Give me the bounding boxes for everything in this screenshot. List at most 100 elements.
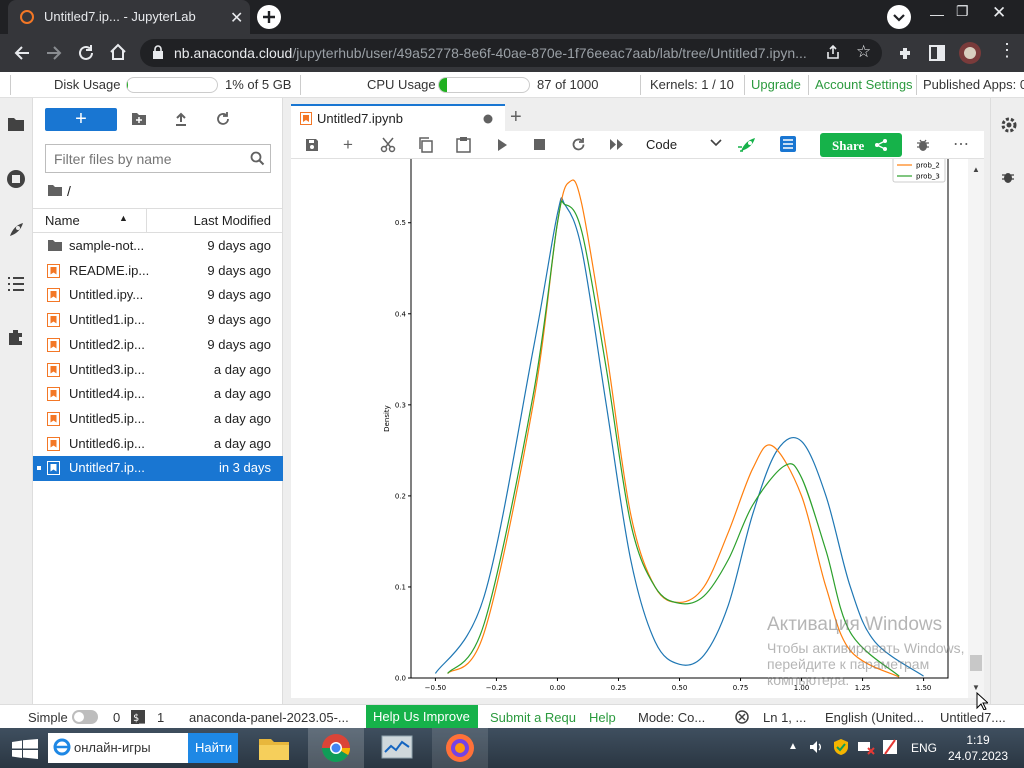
account-settings-link[interactable]: Account Settings bbox=[815, 77, 913, 92]
cell-type-select[interactable]: Code bbox=[646, 137, 678, 152]
windows-start-icon[interactable] bbox=[12, 739, 38, 759]
table-of-contents-icon[interactable] bbox=[7, 276, 25, 292]
restore-icon[interactable]: ❐ bbox=[956, 3, 969, 19]
filter-files-input[interactable] bbox=[46, 145, 236, 172]
more-options-icon[interactable]: ⋯ bbox=[953, 136, 969, 153]
file-row[interactable]: Untitled5.ip... a day ago bbox=[33, 407, 283, 432]
submit-request-link[interactable]: Submit a Requ bbox=[490, 710, 576, 725]
security-tray-icon[interactable] bbox=[832, 738, 850, 756]
terminal-icon[interactable]: $_ bbox=[131, 710, 145, 724]
notebook-icon bbox=[47, 313, 60, 328]
stop-icon[interactable] bbox=[534, 139, 545, 150]
file-row[interactable]: Untitled6.ip... a day ago bbox=[33, 432, 283, 457]
mode-indicator[interactable]: Mode: Co... bbox=[638, 710, 706, 725]
x-tick-label: 0.50 bbox=[672, 684, 688, 692]
cursor-position[interactable]: Ln 1, ... bbox=[763, 710, 807, 725]
file-row[interactable]: README.ip... 9 days ago bbox=[33, 259, 283, 284]
run-icon[interactable] bbox=[496, 138, 508, 152]
file-explorer-icon[interactable] bbox=[257, 734, 291, 762]
simple-mode-toggle[interactable] bbox=[72, 710, 98, 724]
profile-avatar[interactable] bbox=[958, 41, 982, 65]
input-language[interactable]: ENG bbox=[911, 741, 938, 755]
extensions-icon[interactable] bbox=[897, 44, 915, 62]
y-tick-label: 0.1 bbox=[395, 583, 406, 591]
address-bar[interactable]: nb.anaconda.cloud/jupyterhub/user/49a527… bbox=[140, 39, 882, 67]
copy-icon[interactable] bbox=[418, 137, 433, 153]
taskbar-search-button[interactable]: Найти bbox=[188, 733, 238, 763]
save-icon[interactable] bbox=[305, 138, 319, 152]
scroll-up-icon[interactable]: ▲ bbox=[972, 165, 980, 174]
tray-expand-icon[interactable]: ▲ bbox=[788, 741, 798, 752]
file-row[interactable]: sample-not... 9 days ago bbox=[33, 234, 283, 259]
help-link[interactable]: Help bbox=[589, 710, 616, 725]
close-window-icon[interactable]: ✕ bbox=[992, 3, 1007, 22]
share-page-icon[interactable] bbox=[825, 44, 841, 60]
scrollbar-thumb[interactable] bbox=[970, 655, 982, 671]
debugger-bug-icon[interactable] bbox=[916, 137, 930, 152]
running-kernels-icon[interactable] bbox=[6, 169, 26, 189]
kernel-name[interactable]: anaconda-panel-2023.05-... bbox=[189, 710, 349, 725]
close-tab-icon[interactable]: ✕ bbox=[230, 10, 244, 27]
file-row[interactable]: Untitled1.ip... 9 days ago bbox=[33, 308, 283, 333]
taskbar-chrome-button[interactable] bbox=[308, 728, 364, 768]
simple-mode-label: Simple bbox=[28, 710, 68, 725]
restart-icon[interactable] bbox=[571, 137, 586, 152]
language-indicator[interactable]: English (United... bbox=[825, 710, 924, 725]
back-icon[interactable] bbox=[12, 43, 32, 63]
notification-tray-icon[interactable] bbox=[881, 738, 899, 756]
file-row[interactable]: Untitled2.ip... 9 days ago bbox=[33, 333, 283, 358]
paste-icon[interactable] bbox=[456, 136, 471, 153]
side-panel-icon[interactable] bbox=[928, 44, 946, 62]
new-launcher-button[interactable]: + bbox=[45, 108, 117, 131]
table-settings-icon[interactable] bbox=[780, 136, 796, 152]
unsaved-dot-icon[interactable] bbox=[483, 114, 493, 124]
file-row[interactable]: Untitled4.ip... a day ago bbox=[33, 382, 283, 407]
extensions-puzzle-icon[interactable] bbox=[6, 327, 26, 347]
share-button[interactable]: Share bbox=[820, 133, 902, 157]
file-list-header: Name ▲ Last Modified bbox=[33, 208, 283, 233]
new-tab-button[interactable] bbox=[256, 4, 282, 30]
file-row[interactable]: Untitled3.ip... a day ago bbox=[33, 358, 283, 383]
file-modified: 9 days ago bbox=[207, 287, 271, 303]
home-icon[interactable] bbox=[108, 42, 128, 62]
help-improve-button[interactable]: Help Us Improve bbox=[366, 705, 478, 728]
browser-tab[interactable]: Untitled7.ip... - JupyterLab ✕ bbox=[8, 0, 250, 34]
status-bar: Simple 0 $_ 1 anaconda-panel-2023.05-...… bbox=[0, 704, 1024, 728]
scroll-down-icon[interactable]: ▼ bbox=[972, 683, 980, 692]
last-modified-column-header[interactable]: Last Modified bbox=[193, 213, 271, 228]
rocket-deploy-icon[interactable] bbox=[737, 135, 759, 155]
file-row[interactable]: Untitled.ipy... 9 days ago bbox=[33, 283, 283, 308]
tab-search-icon[interactable] bbox=[886, 4, 912, 30]
minimize-icon[interactable]: — bbox=[930, 6, 944, 22]
reload-icon[interactable] bbox=[76, 43, 96, 63]
breadcrumb-path[interactable]: / bbox=[67, 183, 71, 199]
insert-cell-icon[interactable]: + bbox=[343, 135, 353, 154]
debugger-icon[interactable] bbox=[1001, 169, 1015, 184]
notebook-tab[interactable]: Untitled7.ipynb bbox=[291, 104, 505, 131]
folder-icon[interactable] bbox=[7, 116, 25, 132]
browser-menu-icon[interactable]: ⋮ bbox=[998, 40, 1016, 60]
add-tab-icon[interactable]: + bbox=[510, 106, 522, 128]
notebook-output-area: −0.50 −0.25 0.00 0.25 0.50 0.75 1.00 1.25 1.50 0.… bbox=[291, 159, 968, 698]
file-row[interactable]: Untitled7.ip... in 3 days bbox=[33, 456, 283, 482]
upgrade-link[interactable]: Upgrade bbox=[751, 77, 801, 92]
refresh-icon[interactable] bbox=[215, 111, 231, 127]
cut-icon[interactable] bbox=[380, 137, 396, 153]
notebook-icon bbox=[47, 411, 60, 426]
name-column-header[interactable]: Name bbox=[45, 213, 80, 228]
taskbar-firefox-button[interactable] bbox=[432, 728, 488, 768]
bookmark-star-icon[interactable]: ☆ bbox=[856, 42, 872, 61]
property-inspector-gear-icon[interactable] bbox=[1000, 116, 1018, 134]
breadcrumb-folder-icon[interactable] bbox=[47, 184, 63, 197]
forward-icon[interactable] bbox=[44, 43, 64, 63]
fast-forward-icon[interactable] bbox=[609, 138, 624, 151]
rocket-icon[interactable] bbox=[6, 220, 26, 240]
notebook-scrollbar[interactable]: ▲ ▼ bbox=[968, 159, 984, 698]
taskbar-clock[interactable]: 1:19 24.07.2023 bbox=[940, 732, 1016, 764]
network-tray-icon[interactable] bbox=[857, 739, 875, 755]
upload-icon[interactable] bbox=[173, 111, 189, 127]
volume-icon[interactable] bbox=[808, 739, 824, 755]
taskbar-search-box[interactable]: онлайн-игры bbox=[48, 733, 188, 763]
task-manager-icon[interactable] bbox=[381, 734, 413, 762]
new-folder-icon[interactable] bbox=[131, 112, 147, 126]
